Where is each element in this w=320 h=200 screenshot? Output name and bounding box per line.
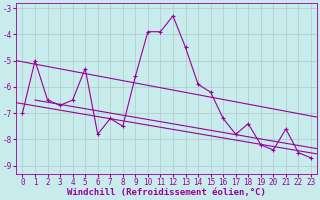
X-axis label: Windchill (Refroidissement éolien,°C): Windchill (Refroidissement éolien,°C)	[67, 188, 266, 197]
